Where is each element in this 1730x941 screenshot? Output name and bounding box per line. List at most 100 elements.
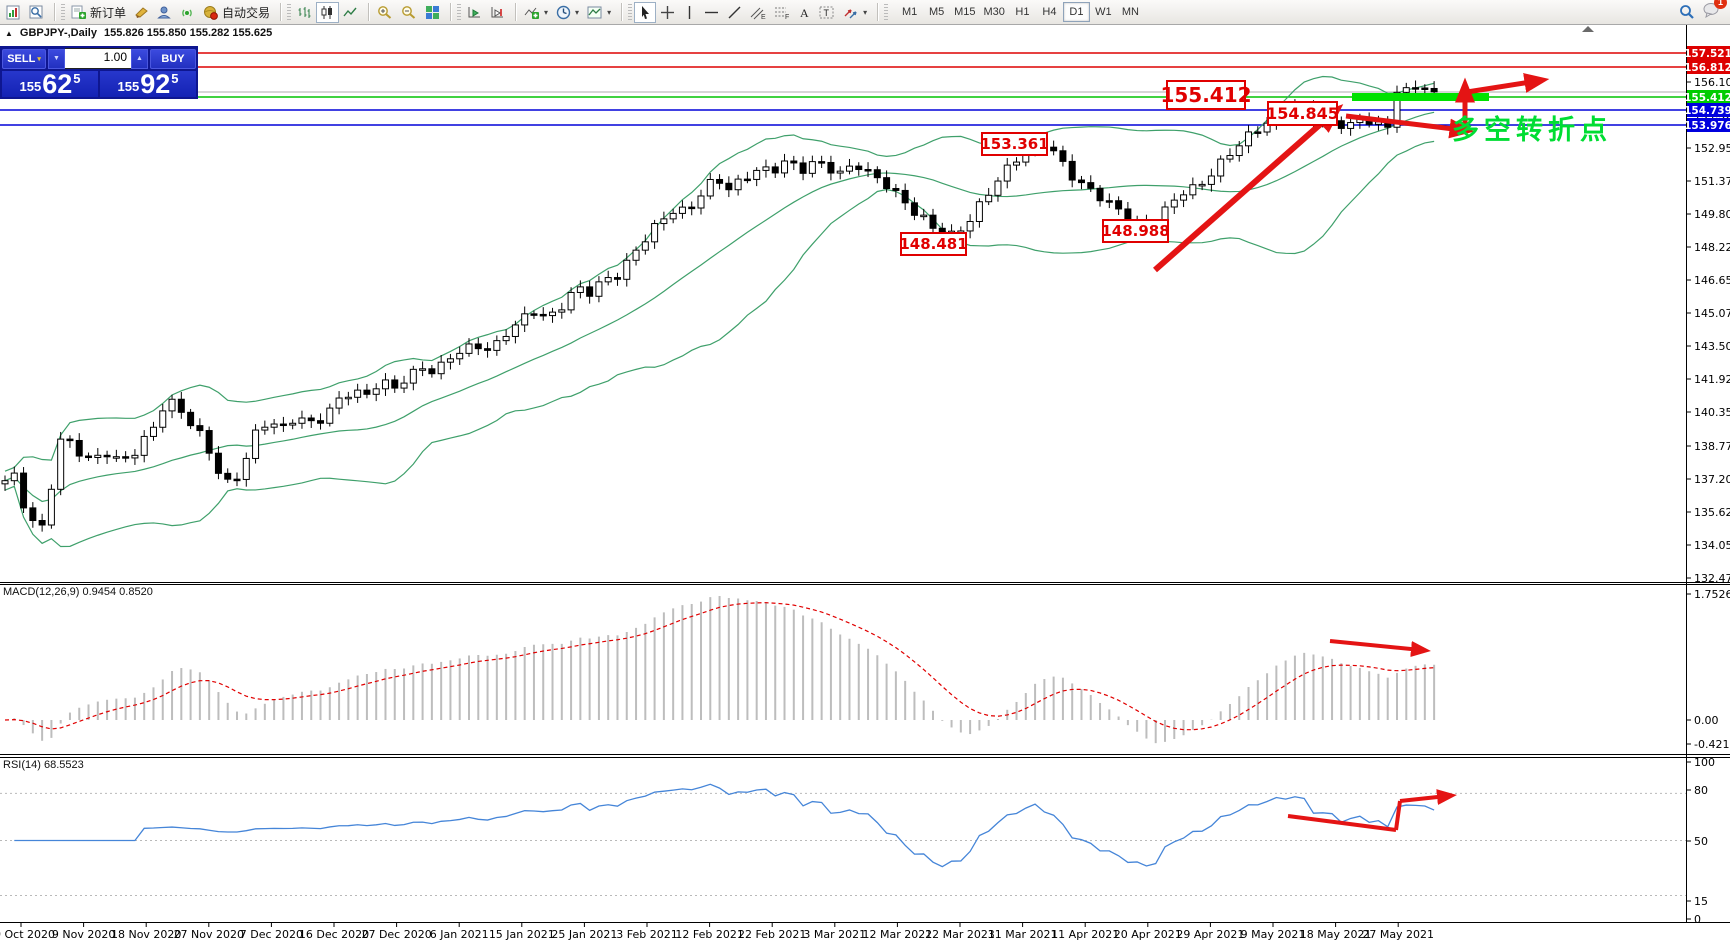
trendline-tool-button[interactable] [723, 2, 746, 23]
svg-text:22 Mar 2021: 22 Mar 2021 [925, 928, 995, 941]
one-click-trading-panel: SELL ▾ ▼ 1.00 ▲ BUY 155 62 5 155 92 5 [0, 46, 198, 99]
fibonacci-tool-button[interactable]: F [770, 2, 794, 23]
data-window-button[interactable] [25, 2, 48, 23]
new-order-button[interactable]: 新订单 [67, 2, 130, 23]
svg-text:3 Feb 2021: 3 Feb 2021 [616, 928, 677, 941]
rsi-label: RSI(14) 68.5523 [3, 759, 84, 771]
indicators-button[interactable]: ▾ [520, 2, 552, 23]
templates-button[interactable]: ▾ [583, 2, 615, 23]
clock-icon [556, 5, 571, 19]
label-tool-button[interactable]: T [815, 2, 839, 23]
timeframe-w1-button[interactable]: W1 [1090, 2, 1117, 22]
svg-text:156.100: 156.100 [1694, 76, 1730, 89]
svg-text:151.375: 151.375 [1694, 175, 1730, 188]
signals-button[interactable] [176, 2, 199, 23]
shapes-icon [844, 8, 857, 18]
svg-text:135.625: 135.625 [1694, 506, 1730, 519]
svg-text:29 Apr 2021: 29 Apr 2021 [1176, 928, 1244, 941]
zoom-out-button[interactable] [397, 2, 421, 23]
candle-chart-button[interactable] [316, 1, 340, 23]
svg-text:25 Jan 2021: 25 Jan 2021 [551, 928, 617, 941]
new-order-label: 新订单 [90, 5, 127, 20]
green-highlight-bar[interactable] [1352, 93, 1489, 101]
bar-chart-button[interactable] [293, 2, 316, 23]
volume-increase-button[interactable]: ▲ [131, 48, 148, 69]
expand-arrow-icon[interactable]: ▲ [5, 28, 13, 38]
timeframe-m30-button[interactable]: M30 [980, 2, 1009, 22]
candle-chart-icon [321, 5, 333, 19]
search-icon[interactable] [1679, 4, 1695, 20]
svg-text:132.475: 132.475 [1694, 572, 1730, 585]
new-order-icon [71, 5, 86, 19]
shapes-tool-button[interactable]: ▾ [839, 2, 871, 23]
trendline-icon [728, 6, 741, 18]
community-button[interactable] [153, 2, 176, 23]
hline-tool-button[interactable] [700, 2, 723, 23]
sell-button[interactable]: SELL ▾ [2, 48, 46, 69]
vline-tool-button[interactable] [679, 2, 700, 23]
buy-label: BUY [161, 52, 185, 65]
timeframe-mn-button[interactable]: MN [1117, 2, 1144, 22]
bid-prefix: 155 [19, 79, 42, 94]
timeframe-h1-button[interactable]: H1 [1009, 2, 1036, 22]
panel-borders [0, 25, 1730, 923]
svg-text:155.412: 155.412 [1684, 92, 1730, 104]
brush-icon [135, 6, 148, 18]
channel-tool-button[interactable]: E [746, 2, 770, 23]
annotation-note-text[interactable]: 多空转折点 [1452, 115, 1612, 145]
macd-panel: 1.7526 0.00 -0.4212 [4, 588, 1730, 751]
price-annotation-box[interactable]: 153.361 [980, 132, 1049, 156]
text-tool-button[interactable]: A [794, 2, 815, 23]
svg-text:9 May 2021: 9 May 2021 [1241, 928, 1306, 941]
sell-label: SELL [7, 52, 36, 65]
price-annotation-box[interactable]: 148.988 [1101, 219, 1170, 243]
svg-text:3 Mar 2021: 3 Mar 2021 [803, 928, 866, 941]
trend-arrows[interactable] [1153, 73, 1550, 832]
timeframe-m15-button[interactable]: M15 [950, 2, 979, 22]
volume-decrease-button[interactable]: ▼ [48, 48, 65, 69]
ask-price[interactable]: 155 92 5 [100, 71, 196, 98]
price-scale[interactable]: 156.100154.525152.950151.375149.800148.2… [1684, 46, 1730, 585]
volume-input[interactable]: 1.00 [65, 48, 131, 69]
svg-text:157.521: 157.521 [1684, 48, 1730, 60]
zoom-in-button[interactable] [373, 2, 397, 23]
notifications-button[interactable]: 1 [1703, 0, 1727, 23]
auto-scroll-button[interactable] [463, 2, 486, 23]
auto-scroll-icon [468, 6, 481, 17]
svg-text:0: 0 [1694, 913, 1701, 926]
price-annotation-box[interactable]: 148.481 [899, 232, 968, 256]
cursor-tool-button[interactable] [634, 1, 657, 23]
svg-text:12 Feb 2021: 12 Feb 2021 [675, 928, 743, 941]
auto-trading-button[interactable]: 自动交易 [199, 2, 274, 23]
buy-button[interactable]: BUY [150, 48, 196, 69]
svg-text:156.812: 156.812 [1684, 62, 1730, 74]
styler-button[interactable] [130, 2, 153, 23]
text-icon: A [800, 6, 809, 20]
line-chart-icon [343, 7, 357, 16]
price-annotation-box[interactable]: 154.845 [1266, 101, 1339, 126]
symbol-info-bar: ▲ GBPJPY-,Daily 155.826 155.850 155.282 … [5, 27, 272, 39]
svg-text:140.350: 140.350 [1694, 406, 1730, 419]
timeframe-d1-button[interactable]: D1 [1062, 2, 1090, 22]
macd-label: MACD(12,26,9) 0.9454 0.8520 [3, 586, 153, 598]
svg-text:7 Dec 2020: 7 Dec 2020 [240, 928, 303, 941]
horizontal-level-lines [0, 52, 1686, 126]
price-annotation-box[interactable]: 155.412 [1160, 80, 1252, 110]
timeframe-m5-button[interactable]: M5 [923, 2, 950, 22]
chart-shift-marker-icon[interactable] [1582, 26, 1594, 32]
crosshair-tool-button[interactable] [656, 2, 679, 23]
tile-windows-button[interactable] [421, 2, 444, 23]
periods-button[interactable]: ▾ [552, 2, 583, 23]
timeframe-m1-button[interactable]: M1 [896, 2, 923, 22]
periods-caret-icon: ▾ [575, 7, 580, 17]
fibonacci-icon: F [775, 7, 789, 20]
timeframe-h4-button[interactable]: H4 [1036, 2, 1063, 22]
bid-price[interactable]: 155 62 5 [2, 71, 98, 98]
svg-text:154.739: 154.739 [1684, 105, 1730, 117]
line-chart-button[interactable] [339, 2, 362, 23]
new-chart-button[interactable] [2, 2, 25, 23]
svg-text:50: 50 [1694, 835, 1708, 848]
chart-shift-button[interactable] [486, 2, 509, 23]
chart-shift-icon [491, 6, 504, 17]
